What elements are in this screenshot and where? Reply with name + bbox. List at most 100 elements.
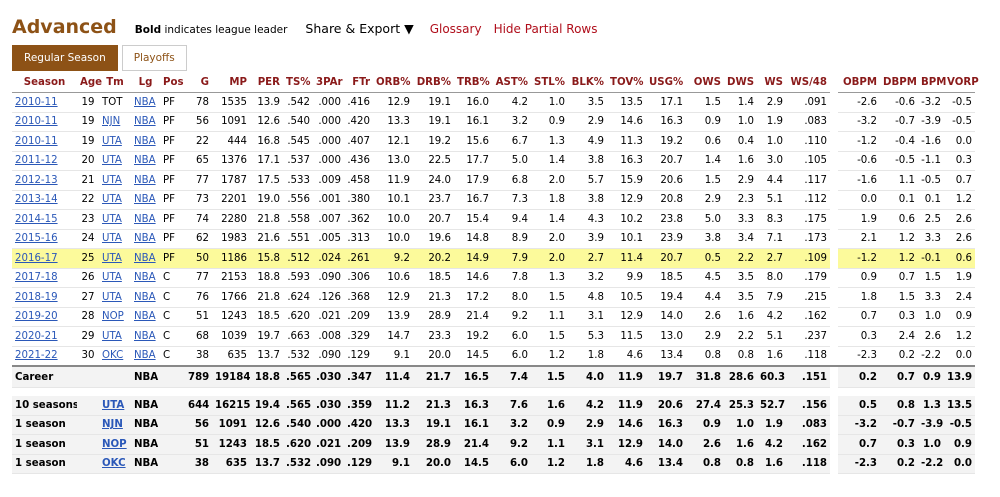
link[interactable]: UTA [102, 252, 122, 264]
link[interactable]: NBA [134, 213, 156, 225]
cell: 7.4 [492, 365, 531, 388]
cell: 4.4 [757, 170, 786, 191]
cell: -2.6 [838, 92, 880, 113]
link[interactable]: 2017-18 [15, 272, 58, 284]
tab[interactable]: Playoffs [121, 45, 187, 71]
link[interactable]: NBA [134, 135, 156, 147]
cell-text: 20.0 [425, 458, 451, 470]
cell: 3.9 [568, 229, 607, 249]
spacer [830, 396, 838, 415]
glossary-link[interactable]: Glossary [429, 22, 482, 36]
cell: 1 season [12, 415, 77, 435]
link[interactable]: 2015-16 [15, 233, 58, 245]
cell: 4.2 [568, 396, 607, 416]
cell-text: 1766 [221, 291, 247, 303]
cell: 20.7 [646, 248, 686, 269]
cell-text: 23.7 [428, 194, 451, 206]
cell-text: .624 [287, 291, 310, 303]
cell: 0.1 [880, 190, 918, 210]
link[interactable]: UTA [102, 291, 122, 303]
hide-partial-rows[interactable]: Hide Partial Rows [493, 22, 598, 36]
link[interactable]: NBA [134, 116, 156, 128]
link[interactable]: 2012-13 [15, 174, 58, 186]
cell: 11.9 [373, 170, 413, 191]
link[interactable]: UTA [102, 155, 122, 167]
cell-text: 0.5 [858, 399, 877, 411]
spacer [830, 151, 838, 171]
cell-text: 28.9 [425, 438, 451, 450]
link[interactable]: NBA [134, 233, 156, 245]
link[interactable]: OKC [102, 350, 124, 362]
cell: -2.2 [918, 454, 944, 474]
cell-text: 1.3 [922, 399, 941, 411]
cell: 2010-11 [12, 112, 77, 132]
cell: NBA [131, 229, 160, 249]
cell: 4.6 [607, 346, 646, 367]
link[interactable]: 2019-20 [15, 311, 58, 323]
link[interactable]: NJN [102, 419, 123, 431]
link[interactable]: NJN [102, 116, 121, 128]
link[interactable]: NOP [102, 311, 124, 323]
cell [77, 434, 99, 455]
column-header: ORB% [373, 73, 413, 93]
cell-text: 14.7 [387, 330, 410, 342]
link[interactable]: OKC [102, 458, 126, 470]
cell: 0.2 [880, 454, 918, 474]
link[interactable]: 2014-15 [15, 213, 58, 225]
link[interactable]: UTA [102, 233, 122, 245]
tab[interactable]: Regular Season [12, 45, 118, 71]
link[interactable]: UTA [102, 330, 122, 342]
link[interactable]: 2010-11 [15, 96, 58, 108]
link[interactable]: 2021-22 [15, 350, 58, 362]
link[interactable]: NBA [134, 155, 156, 167]
cell: 12.9 [373, 92, 413, 113]
link[interactable]: UTA [102, 135, 122, 147]
cell: .663 [283, 326, 313, 347]
cell-text: .565 [286, 371, 312, 383]
cell: 3.4 [724, 229, 757, 249]
link[interactable]: 2013-14 [15, 194, 58, 206]
link[interactable]: 2011-12 [15, 155, 58, 167]
link[interactable]: 2010-11 [15, 116, 58, 128]
cell-text: .000 [316, 419, 342, 431]
link[interactable]: UTA [102, 399, 125, 411]
cell-text: C [163, 330, 171, 342]
link[interactable]: NBA [134, 350, 156, 362]
cell: 0.7 [880, 365, 918, 388]
link[interactable]: 2018-19 [15, 291, 58, 303]
link[interactable]: UTA [102, 194, 122, 206]
cell: 38 [185, 346, 212, 367]
cell-text: 20.7 [660, 252, 683, 264]
link[interactable]: NBA [134, 330, 156, 342]
link[interactable]: 2016-17 [15, 252, 58, 264]
link[interactable]: 2010-11 [15, 135, 58, 147]
cell: 1.5 [686, 92, 724, 113]
cell-text: 14.0 [660, 311, 683, 323]
cell-text: 1.3 [548, 272, 565, 284]
link[interactable]: NBA [134, 174, 156, 186]
link[interactable]: NBA [134, 252, 156, 264]
link[interactable]: NOP [102, 438, 127, 450]
column-header: Season [12, 73, 77, 93]
link[interactable]: NBA [134, 311, 156, 323]
cell-text: 19.0 [257, 194, 280, 206]
cell: 14.9 [454, 248, 492, 269]
cell: 77 [185, 268, 212, 288]
link[interactable]: UTA [102, 174, 122, 186]
link[interactable]: UTA [102, 213, 122, 225]
link[interactable]: NBA [134, 291, 156, 303]
cell: 78 [185, 92, 212, 113]
link[interactable]: 2020-21 [15, 330, 58, 342]
link[interactable]: UTA [102, 272, 122, 284]
link[interactable]: NBA [134, 96, 156, 108]
cell: -0.5 [944, 415, 975, 435]
cell-text: 3.8 [704, 233, 721, 245]
cell: 1.6 [757, 454, 786, 474]
link[interactable]: NBA [134, 272, 156, 284]
link[interactable]: NBA [134, 194, 156, 206]
cell: 10.2 [607, 209, 646, 230]
cell: 52.7 [757, 396, 786, 416]
cell: 0.9 [686, 415, 724, 435]
share-export[interactable]: Share & Export ▼ [305, 21, 414, 36]
cell: 2011-12 [12, 151, 77, 171]
